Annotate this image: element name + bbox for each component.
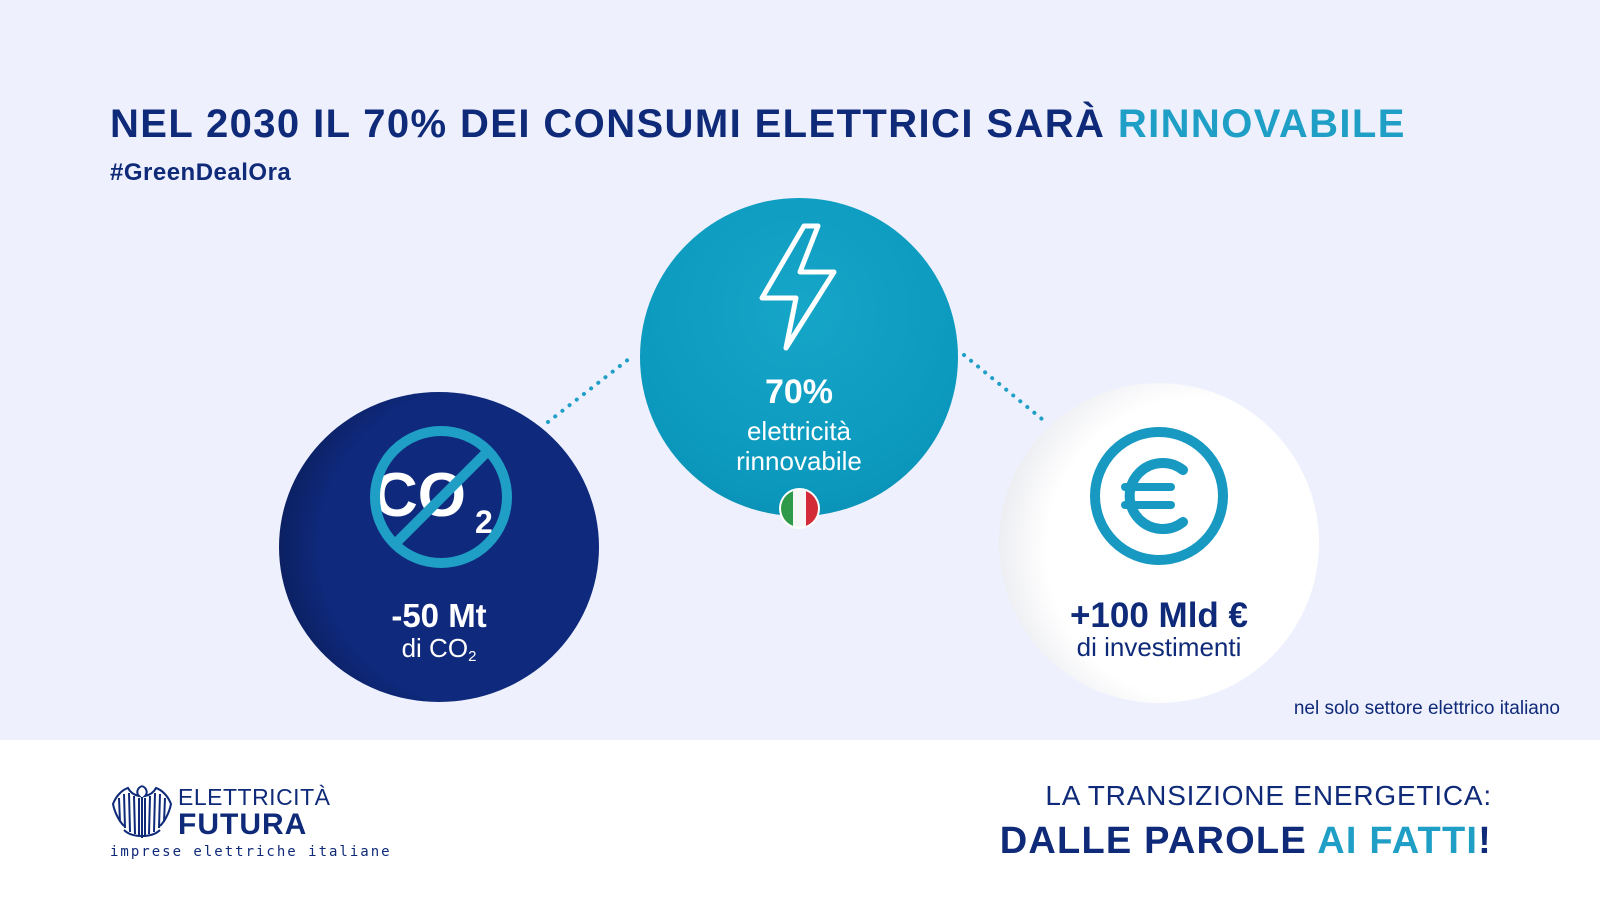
slogan-line1: LA TRANSIZIONE ENERGETICA: <box>1045 780 1492 811</box>
renewable-circle <box>640 198 958 516</box>
co2-caption-subscript: 2 <box>468 648 477 665</box>
slogan-line2-main: DALLE PAROLE <box>999 820 1318 862</box>
co2-caption-text: di CO <box>401 633 469 663</box>
slogan-line2: DALLE PAROLE AI FATTI! <box>1000 820 1492 863</box>
lightning-bolt-icon <box>759 223 837 351</box>
investments-value: +100 Mld € <box>1069 596 1248 635</box>
italian-flag-icon <box>779 488 820 529</box>
no-co2-icon: CO 2 <box>370 426 512 568</box>
connector-right <box>962 353 1050 426</box>
renewable-caption-line2: rinnovabile <box>736 445 862 476</box>
hashtag: #GreenDealOra <box>110 159 292 186</box>
headline-accent: RINNOVABILE <box>1117 102 1406 146</box>
slogan-line2-end: ! <box>1478 820 1492 862</box>
page-title: NEL 2030 IL 70% DEI CONSUMI ELETTRICI SA… <box>110 102 1406 147</box>
logo-line2: FUTURA <box>178 808 308 841</box>
logo-line1: ELETTRICITÀ <box>178 784 331 810</box>
investments-caption: di investimenti <box>1076 632 1242 662</box>
renewable-caption: elettricità rinnovabile <box>640 416 958 477</box>
elettricita-futura-logo: ELETTRICITÀ FUTURA imprese elettriche it… <box>110 782 390 872</box>
connector-left <box>546 353 636 424</box>
dotted-connectors <box>546 353 1050 426</box>
renewable-value: 70% <box>764 373 834 411</box>
co2-value: -50 Mt <box>391 597 487 634</box>
eagle-logo-icon <box>111 785 173 838</box>
footnote: nel solo settore elettrico italiano <box>1293 698 1560 719</box>
euro-icon <box>1090 427 1228 565</box>
renewable-caption-line1: elettricità <box>746 416 852 446</box>
headline-main: NEL 2030 IL 70% DEI CONSUMI ELETTRICI SA… <box>110 102 1118 146</box>
co2-circle <box>279 392 599 702</box>
logo-tagline: imprese elettriche italiane <box>110 844 392 860</box>
co2-icon-subscript: 2 <box>475 504 493 540</box>
co2-caption: di CO2 <box>279 633 599 665</box>
slogan-line2-accent: AI FATTI <box>1317 820 1479 862</box>
